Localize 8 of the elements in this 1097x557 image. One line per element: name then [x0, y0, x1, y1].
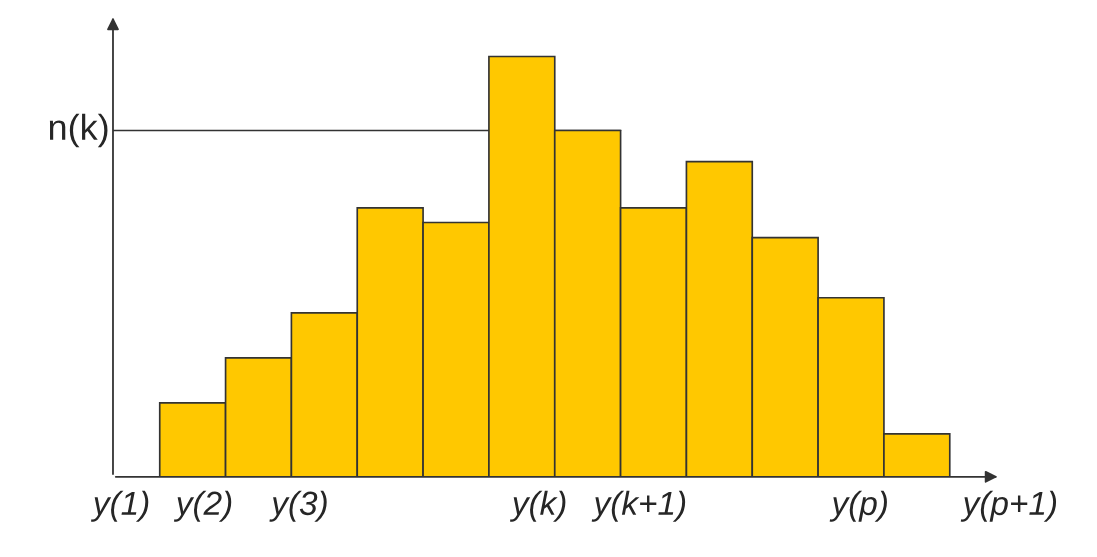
- text: y(1): [90, 490, 149, 522]
- text: y(p): [829, 490, 887, 522]
- text: y(p+1): [960, 490, 1057, 522]
- text: y(2): [173, 490, 232, 522]
- ref-line-label: n(k): [49, 113, 108, 148]
- text: y(3): [269, 490, 327, 522]
- text: y(k+1): [591, 490, 686, 522]
- text: y(k): [509, 490, 566, 522]
